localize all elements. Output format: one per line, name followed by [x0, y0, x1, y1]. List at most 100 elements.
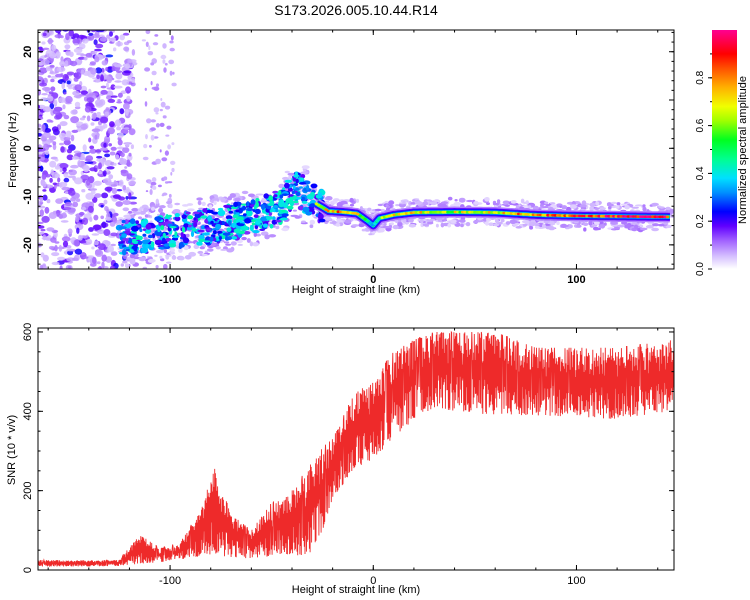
heatmap-cell — [390, 222, 394, 226]
heatmap-cell — [217, 230, 223, 234]
heatmap-cell — [125, 263, 130, 267]
heatmap-cell — [595, 201, 600, 206]
ridge-cell — [463, 210, 467, 214]
ridge-cell — [585, 214, 589, 218]
heatmap-cell — [170, 171, 173, 176]
heatmap-cell — [80, 174, 90, 181]
heatmap-cell — [620, 203, 628, 206]
heatmap-cell — [101, 192, 109, 199]
heatmap-cell — [88, 32, 94, 36]
heatmap-cell — [251, 219, 256, 223]
heatmap-cell — [60, 220, 69, 223]
heatmap-cell — [131, 49, 136, 56]
heatmap-cell — [153, 107, 160, 113]
heatmap-cell — [281, 193, 289, 196]
heatmap-cell — [128, 152, 132, 157]
heatmap-cell — [651, 227, 659, 232]
heatmap-cell — [39, 82, 47, 87]
heatmap-cell — [486, 202, 490, 206]
heatmap-cell — [162, 115, 167, 119]
heatmap-cell — [377, 230, 382, 233]
heatmap-cell — [119, 34, 125, 41]
heatmap-cell — [132, 240, 139, 244]
heatmap-cell — [374, 208, 382, 212]
heatmap-cell — [66, 154, 74, 161]
heatmap-cell — [52, 141, 57, 146]
ridge-cell — [363, 217, 367, 221]
heatmap-cell — [142, 233, 147, 237]
heatmap-cell — [75, 26, 81, 29]
heatmap-cell — [58, 181, 68, 188]
heatmap-cell — [229, 193, 236, 198]
heatmap-cell — [160, 101, 166, 108]
heatmap-cell — [114, 80, 122, 83]
heatmap-cell — [86, 97, 95, 103]
heatmap-cell — [89, 217, 93, 222]
heatmap-cell — [110, 146, 117, 151]
heatmap-cell — [296, 197, 302, 200]
heatmap-cell — [48, 135, 57, 141]
heatmap-cell — [82, 38, 89, 44]
heatmap-cell — [542, 206, 549, 209]
heatmap-cell — [292, 209, 297, 212]
heatmap-cell — [61, 30, 70, 32]
heatmap-cell — [325, 196, 333, 201]
heatmap-cell — [665, 224, 672, 229]
heatmap-cell — [288, 194, 294, 197]
heatmap-cell — [157, 184, 162, 188]
heatmap-cell — [63, 92, 67, 95]
heatmap-cell — [50, 78, 55, 83]
ridge-cell — [458, 210, 463, 214]
heatmap-cell — [96, 74, 100, 80]
heatmap-cell — [261, 204, 265, 210]
heatmap-cell — [57, 177, 61, 183]
heatmap-cell — [281, 227, 289, 232]
heatmap-cell — [193, 222, 198, 228]
heatmap-cell — [107, 127, 115, 135]
heatmap-cell — [117, 217, 124, 221]
heatmap-cell — [50, 86, 56, 92]
heatmap-cell — [170, 35, 174, 41]
heatmap-cell — [447, 223, 452, 228]
heatmap-cell — [123, 214, 132, 218]
heatmap-cell — [80, 90, 89, 95]
ridge-cell — [490, 211, 494, 214]
heatmap-cell — [65, 95, 73, 104]
heatmap-cell — [70, 197, 77, 202]
heatmap-cell — [498, 221, 503, 225]
heatmap-cell — [59, 142, 64, 146]
heatmap-cell — [227, 220, 232, 226]
ridge-cell — [324, 208, 328, 212]
heatmap-cell — [158, 205, 166, 209]
snr-y-axis-label: SNR (10 * v/v) — [6, 415, 18, 485]
heatmap-cell — [268, 234, 277, 238]
heatmap-cell — [579, 204, 587, 208]
heatmap-cell — [529, 221, 536, 227]
heatmap-cell — [167, 144, 172, 150]
heatmap-cell — [45, 173, 51, 178]
heatmap-cell — [155, 249, 164, 254]
heatmap-cell — [300, 174, 306, 179]
heatmap-cell — [450, 219, 457, 224]
heatmap-cell — [174, 216, 181, 222]
heatmap-cell — [133, 211, 142, 215]
heatmap-cell — [59, 60, 66, 67]
heatmap-cell — [226, 248, 234, 253]
heatmap-cell — [128, 192, 132, 200]
spectrogram-chart: S173.2026.005.10.44.R14 -100 0 100-20-1001… — [7, 2, 675, 296]
heatmap-cell — [278, 199, 285, 205]
heatmap-cell — [309, 219, 315, 225]
heatmap-cell — [623, 224, 631, 229]
heatmap-cell — [87, 255, 95, 258]
heatmap-cell — [143, 207, 148, 213]
heatmap-cell — [154, 229, 162, 237]
heatmap-cell — [193, 217, 197, 221]
heatmap-cell — [576, 224, 582, 228]
heatmap-cell — [408, 218, 414, 223]
heatmap-cell — [51, 261, 60, 266]
heatmap-cell — [349, 197, 354, 203]
heatmap-cell — [124, 63, 130, 69]
heatmap-cell — [92, 224, 102, 231]
heatmap-cell — [48, 212, 57, 219]
heatmap-cell — [139, 228, 143, 233]
